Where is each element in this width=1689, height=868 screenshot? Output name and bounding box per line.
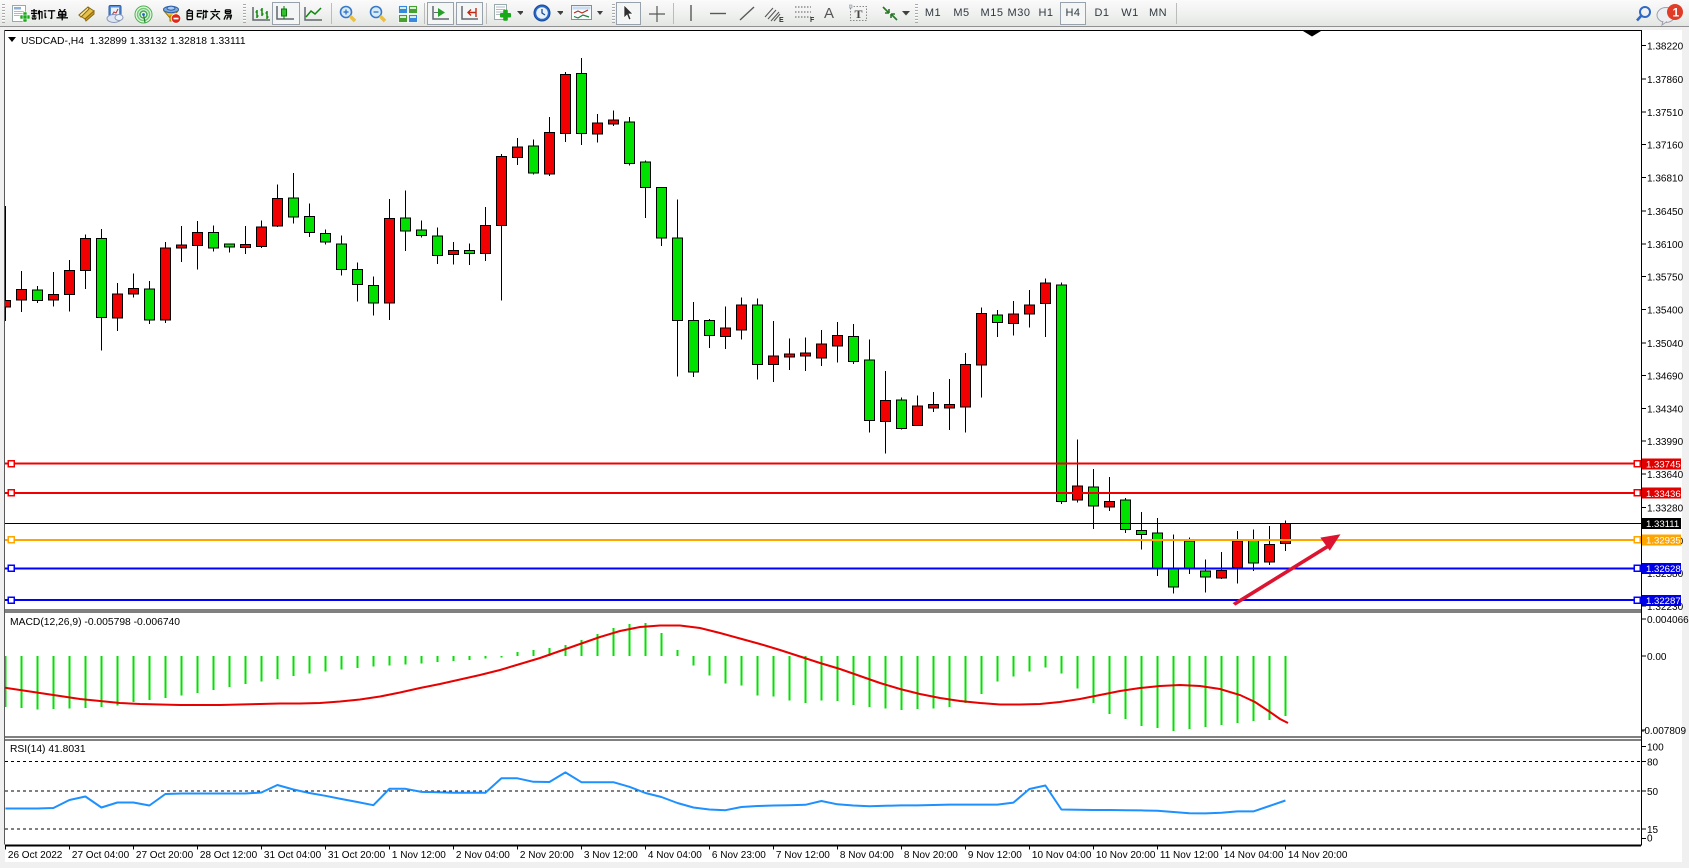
svg-text:1.35040: 1.35040 — [1647, 339, 1684, 350]
svg-text:1.32230: 1.32230 — [1647, 602, 1684, 613]
svg-text:1.32935: 1.32935 — [1646, 536, 1681, 547]
svg-text:27 Oct 20:00: 27 Oct 20:00 — [136, 850, 194, 861]
svg-text:50: 50 — [1647, 787, 1659, 798]
svg-text:T: T — [855, 7, 863, 21]
svg-text:0.00: 0.00 — [1647, 652, 1667, 663]
svg-text:14 Nov 04:00: 14 Nov 04:00 — [1224, 850, 1284, 861]
svg-text:31 Oct 04:00: 31 Oct 04:00 — [264, 850, 322, 861]
svg-text:1 Nov 12:00: 1 Nov 12:00 — [392, 850, 446, 861]
svg-text:14 Nov 20:00: 14 Nov 20:00 — [1288, 850, 1348, 861]
svg-text:6 Nov 23:00: 6 Nov 23:00 — [712, 850, 766, 861]
svg-text:1.34690: 1.34690 — [1647, 372, 1684, 383]
svg-text:11 Nov 12:00: 11 Nov 12:00 — [1160, 850, 1219, 861]
svg-text:0.004066: 0.004066 — [1647, 615, 1689, 626]
svg-text:2 Nov 04:00: 2 Nov 04:00 — [456, 850, 510, 861]
svg-text:28 Oct 12:00: 28 Oct 12:00 — [200, 850, 258, 861]
svg-text:10 Nov 20:00: 10 Nov 20:00 — [1096, 850, 1156, 861]
svg-text:1.33745: 1.33745 — [1646, 460, 1681, 471]
svg-text:2 Nov 20:00: 2 Nov 20:00 — [520, 850, 574, 861]
svg-text:1.35750: 1.35750 — [1647, 273, 1684, 284]
svg-text:1.33436: 1.33436 — [1646, 489, 1681, 500]
svg-text:1.36450: 1.36450 — [1647, 207, 1684, 218]
svg-text:1.34340: 1.34340 — [1647, 405, 1684, 416]
svg-text:4 Nov 04:00: 4 Nov 04:00 — [648, 850, 702, 861]
svg-text:1.36100: 1.36100 — [1647, 240, 1684, 251]
svg-text:RSI(14) 41.8031: RSI(14) 41.8031 — [10, 744, 86, 755]
svg-text:9 Nov 12:00: 9 Nov 12:00 — [968, 850, 1022, 861]
svg-text:80: 80 — [1647, 758, 1659, 769]
svg-text:1: 1 — [1673, 6, 1680, 20]
svg-text:USDCAD-,H4 1.32899 1.33132 1.: USDCAD-,H4 1.32899 1.33132 1.32818 1.331… — [21, 36, 246, 47]
svg-text:26 Oct 2022: 26 Oct 2022 — [8, 850, 63, 861]
svg-text:1.37860: 1.37860 — [1647, 75, 1684, 86]
svg-text:1.36810: 1.36810 — [1647, 173, 1684, 184]
svg-text:10 Nov 04:00: 10 Nov 04:00 — [1032, 850, 1092, 861]
svg-text:1.38220: 1.38220 — [1647, 41, 1684, 52]
svg-text:1.32628: 1.32628 — [1646, 564, 1681, 575]
svg-text:1.33990: 1.33990 — [1647, 437, 1684, 448]
svg-text:27 Oct 04:00: 27 Oct 04:00 — [72, 850, 130, 861]
svg-text:7 Nov 12:00: 7 Nov 12:00 — [776, 850, 830, 861]
svg-text:1.33640: 1.33640 — [1647, 470, 1684, 481]
svg-text:31 Oct 20:00: 31 Oct 20:00 — [328, 850, 386, 861]
svg-text:0: 0 — [1647, 834, 1653, 845]
svg-text:1.33111: 1.33111 — [1646, 519, 1679, 530]
svg-text:1.37160: 1.37160 — [1647, 141, 1684, 152]
svg-text:8 Nov 20:00: 8 Nov 20:00 — [904, 850, 958, 861]
svg-text:E: E — [779, 17, 784, 23]
svg-text:F: F — [810, 17, 815, 23]
svg-text:1.37510: 1.37510 — [1647, 108, 1684, 119]
svg-text:3 Nov 12:00: 3 Nov 12:00 — [584, 850, 638, 861]
svg-text:8 Nov 04:00: 8 Nov 04:00 — [840, 850, 894, 861]
svg-text:MACD(12,26,9) -0.005798 -0.006: MACD(12,26,9) -0.005798 -0.006740 — [10, 617, 180, 628]
svg-text:15: 15 — [1647, 825, 1659, 836]
svg-text:1.32287: 1.32287 — [1646, 596, 1681, 607]
svg-text:1.33280: 1.33280 — [1647, 504, 1684, 515]
svg-text:-0.007809: -0.007809 — [1641, 726, 1686, 737]
svg-text:1.32580: 1.32580 — [1647, 569, 1684, 580]
svg-text:1.35400: 1.35400 — [1647, 305, 1684, 316]
svg-text:100: 100 — [1647, 743, 1664, 754]
